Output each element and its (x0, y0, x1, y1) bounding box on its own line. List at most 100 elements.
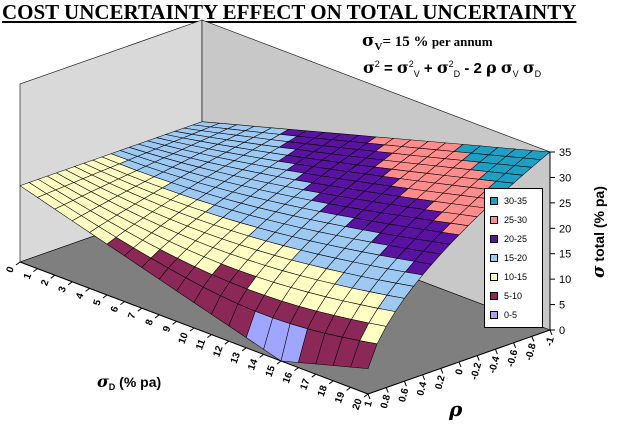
legend-swatch (490, 273, 498, 281)
z-tick-label: 20 (559, 223, 571, 235)
formula-sq: 2 (448, 59, 454, 69)
formula-sq: 2 (374, 59, 380, 69)
formula-plus: + (419, 60, 437, 77)
formula-equals: = (379, 60, 397, 77)
legend-label: 0-5 (504, 310, 518, 320)
x-tick-label: 20 (351, 397, 365, 412)
z-tick-label: 30 (559, 172, 571, 184)
formula-rho: ρ (486, 58, 497, 77)
legend-label: 30-35 (504, 196, 528, 206)
x-tick-mark (67, 281, 73, 286)
y-tick-label: 1 (363, 400, 375, 409)
y-tick-mark (422, 374, 426, 380)
x-tick-label: 6 (109, 304, 121, 313)
y-axis: 1 0.8 0.6 0.4 0.2 0 -0.2 -0.4 -0.6 -0.8 -1 (363, 329, 557, 410)
legend-label: 5-10 (504, 291, 523, 301)
x-tick-mark (33, 268, 38, 273)
x-tick-label: 3 (57, 285, 69, 294)
legend-item: 20-25 (490, 233, 527, 245)
y-tick-mark (385, 387, 389, 393)
y-axis-label: ρ (448, 397, 463, 421)
z-axis: 0 5 10 15 20 25 30 35 (549, 147, 571, 337)
z-axis-label-text: total (% pa) (591, 186, 607, 265)
sigma-v-value: = 15 % (382, 34, 429, 50)
formula-sigma: σ (500, 58, 513, 77)
legend-swatch (490, 235, 498, 243)
legend-item: 5-10 (490, 290, 522, 302)
y-tick-mark (549, 329, 553, 336)
y-tick-label: -0.4 (487, 355, 502, 375)
legend-item: 0-5 (490, 309, 517, 321)
x-tick-label: 8 (144, 318, 156, 327)
y-tick-label: 0.2 (433, 374, 447, 391)
y-tick-label: 0.4 (415, 380, 429, 397)
formula-v: V (413, 69, 420, 79)
x-tick-mark (241, 347, 247, 352)
y-tick-mark (440, 368, 444, 374)
y-tick-mark (458, 361, 462, 368)
x-tick-mark (50, 274, 56, 279)
legend-swatch (490, 254, 498, 262)
z-tick-label: 5 (559, 300, 565, 312)
legend-swatch (490, 311, 498, 319)
formula-sigma: σ (436, 58, 449, 77)
y-tick-mark (476, 355, 480, 361)
y-tick-mark (494, 349, 498, 355)
x-tick-mark (172, 320, 177, 325)
sigma-v-annotation: σV= 15 % per annum (362, 31, 493, 53)
x-axis-label-sub: D (109, 382, 116, 392)
legend-item: 15-20 (490, 252, 527, 264)
x-tick-label: 11 (194, 337, 208, 351)
x-tick-label: 16 (281, 370, 295, 385)
x-tick-label: 0 (5, 265, 17, 274)
x-tick-mark (328, 380, 334, 385)
legend-item: 10-15 (490, 271, 527, 283)
x-tick-label: 7 (126, 311, 138, 320)
x-axis-label-symbol: σ (97, 372, 109, 391)
x-tick-mark (276, 360, 282, 365)
legend-label: 20-25 (504, 234, 528, 244)
y-tick-label: -0.8 (524, 342, 539, 362)
x-axis-label-text: (% pa) (115, 374, 161, 390)
legend-item: 30-35 (490, 195, 527, 207)
y-tick-label: -0.2 (469, 361, 484, 381)
x-tick-mark (137, 307, 143, 312)
x-tick-label: 17 (298, 377, 312, 392)
y-tick-label: 0.8 (379, 393, 393, 410)
formula-v: V (512, 69, 519, 79)
x-tick-mark (363, 393, 369, 398)
x-tick-mark (311, 373, 317, 378)
sigma-v-symbol: σ (362, 31, 375, 51)
formula-d: D (534, 69, 542, 79)
z-axis-label-symbol: σ (589, 265, 609, 278)
surface-plot (19, 121, 551, 369)
formula-sq: 2 (408, 59, 414, 69)
z-axis-label: σ total (% pa) (589, 186, 609, 278)
x-tick-mark (189, 327, 195, 332)
x-tick-mark (346, 386, 351, 391)
z-tick-label: 15 (559, 249, 571, 261)
x-tick-mark (102, 294, 108, 299)
total-sigma-formula: σ2 = σ2V + σ2D - 2 ρ σV σD (363, 58, 541, 79)
formula-d: D (453, 69, 461, 79)
legend-label: 25-30 (504, 215, 528, 225)
legend-swatch (490, 292, 498, 300)
x-tick-label: 5 (92, 298, 104, 307)
x-tick-mark (207, 334, 212, 339)
x-tick-label: 2 (39, 278, 51, 287)
x-tick-mark (259, 353, 264, 358)
x-tick-label: 1 (22, 271, 34, 280)
formula-sigma: σ (363, 58, 375, 77)
z-tick-label: 10 (559, 274, 571, 286)
x-axis-label: σD (% pa) (97, 372, 161, 392)
y-tick-label: 0 (454, 368, 466, 377)
x-tick-label: 13 (229, 351, 243, 366)
z-tick-label: 35 (559, 147, 571, 159)
legend-item: 25-30 (490, 214, 527, 226)
formula-sigma: σ (522, 58, 535, 77)
x-tick-label: 14 (246, 357, 260, 372)
x-tick-mark (15, 261, 21, 266)
sigma-v-subscript: V (374, 41, 383, 53)
